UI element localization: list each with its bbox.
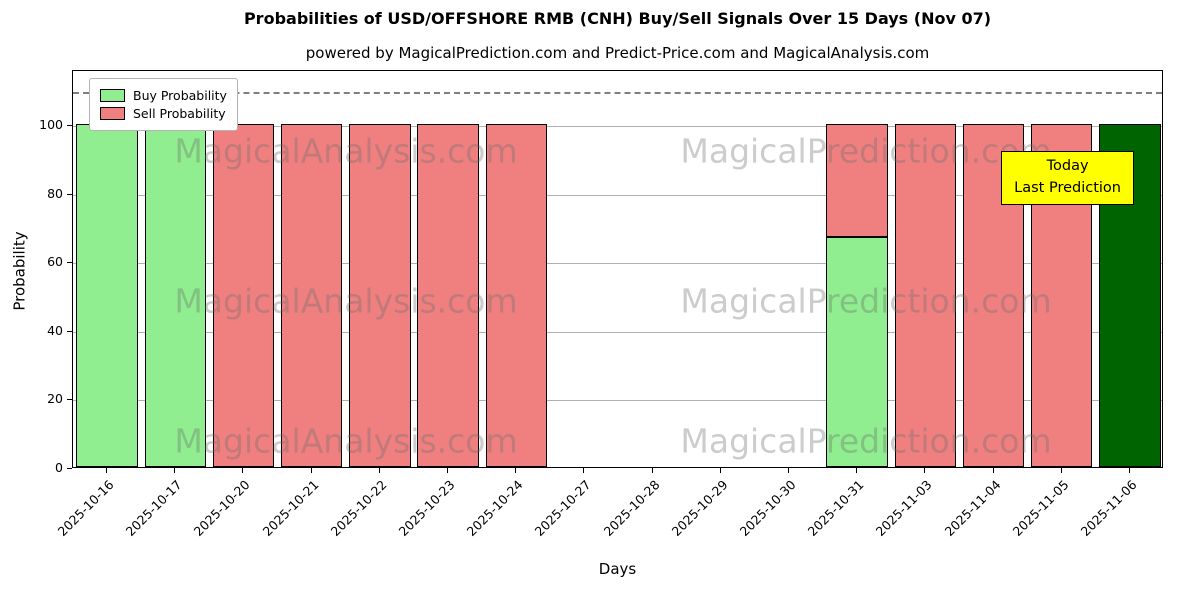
watermark-text: MagicalPrediction.com (680, 281, 1052, 321)
x-tick-label: 2025-10-30 (736, 477, 799, 539)
x-tick-label: 2025-10-17 (122, 477, 185, 539)
bar-sell-probability (349, 123, 411, 467)
y-tick-label: 20 (47, 391, 63, 407)
gridline (73, 400, 1162, 402)
x-tick-mark (651, 468, 653, 473)
x-tick-mark (992, 468, 994, 473)
x-tick-label: 2025-10-23 (395, 477, 458, 539)
threshold-dashed-line (73, 91, 1162, 94)
x-tick-mark (515, 468, 517, 473)
chart-subtitle: powered by MagicalPrediction.com and Pre… (305, 44, 930, 62)
annotation-line-1: Today (1046, 158, 1089, 174)
watermark-text: MagicalPrediction.com (680, 131, 1052, 171)
watermark-text: MagicalAnalysis.com (174, 421, 518, 461)
bar-sell-probability (212, 123, 275, 467)
y-tick-mark (67, 468, 72, 469)
x-tick-label: 2025-10-21 (259, 477, 322, 539)
x-tick-label: 2025-10-27 (532, 477, 595, 539)
x-tick-label: 2025-10-24 (463, 477, 526, 539)
y-axis-label: Probability (10, 231, 29, 311)
y-tick-mark (67, 399, 72, 401)
legend-swatch-sell-icon (100, 107, 125, 120)
y-tick-mark (67, 193, 72, 195)
legend-item-sell: Sell Probability (100, 106, 227, 121)
gridline (73, 331, 1162, 333)
watermark-text: MagicalPrediction.com (680, 421, 1052, 461)
watermark-text: MagicalAnalysis.com (174, 281, 518, 321)
plot-area: Buy Probability Sell Probability Today L… (72, 70, 1163, 468)
x-tick-mark (310, 468, 312, 473)
x-tick-mark (378, 468, 380, 473)
bar-buy-probability (76, 123, 138, 467)
x-tick-mark (1060, 468, 1062, 473)
legend-swatch-buy-icon (100, 89, 125, 102)
y-tick-mark (67, 330, 72, 332)
y-tick-label: 0 (55, 460, 63, 475)
x-tick-label: 2025-10-16 (54, 477, 117, 539)
annotation-line-2: Last Prediction (1014, 179, 1121, 196)
y-tick-mark (67, 262, 72, 264)
bar-sell-probability (826, 123, 888, 238)
x-tick-label: 2025-11-04 (941, 477, 1004, 539)
x-tick-mark (1128, 468, 1130, 473)
x-tick-label: 2025-10-20 (191, 477, 254, 539)
y-tick-label: 40 (47, 322, 63, 338)
x-tick-mark (174, 468, 176, 473)
watermark-text: MagicalAnalysis.com (174, 131, 518, 171)
today-annotation: Today Last Prediction (1001, 151, 1134, 205)
bar-sell-probability (417, 123, 479, 467)
x-tick-label: 2025-10-29 (668, 477, 731, 539)
x-tick-label: 2025-10-31 (804, 477, 867, 539)
bar-buy-probability (144, 123, 206, 467)
y-tick-label: 100 (39, 116, 63, 132)
x-tick-label: 2025-11-05 (1009, 477, 1072, 539)
bar-buy-probability (826, 237, 888, 467)
y-tick-mark (67, 124, 72, 126)
x-tick-mark (787, 468, 789, 473)
x-tick-mark (447, 468, 449, 473)
y-tick-label: 60 (47, 254, 63, 270)
bar-sell-probability (485, 123, 547, 467)
y-tick-label: 80 (47, 185, 63, 201)
legend: Buy Probability Sell Probability (89, 78, 238, 131)
legend-label-buy: Buy Probability (133, 88, 227, 103)
x-tick-mark (242, 468, 244, 473)
x-tick-label: 2025-10-28 (600, 477, 663, 539)
x-axis-label: Days (598, 560, 637, 578)
x-tick-label: 2025-11-06 (1077, 477, 1140, 539)
gridline (73, 263, 1162, 265)
gridline (73, 194, 1162, 196)
gridline (73, 125, 1162, 127)
x-tick-mark (583, 468, 585, 473)
bar-sell-probability (894, 123, 957, 467)
chart-title: Probabilities of USD/OFFSHORE RMB (CNH) … (243, 9, 992, 28)
x-tick-mark (106, 468, 108, 473)
legend-label-sell: Sell Probability (133, 106, 226, 121)
x-tick-mark (924, 468, 926, 473)
legend-item-buy: Buy Probability (100, 88, 227, 103)
x-tick-mark (856, 468, 858, 473)
x-tick-mark (719, 468, 721, 473)
x-tick-label: 2025-11-03 (872, 477, 935, 539)
bar-sell-probability (280, 123, 343, 467)
x-tick-label: 2025-10-22 (327, 477, 390, 539)
